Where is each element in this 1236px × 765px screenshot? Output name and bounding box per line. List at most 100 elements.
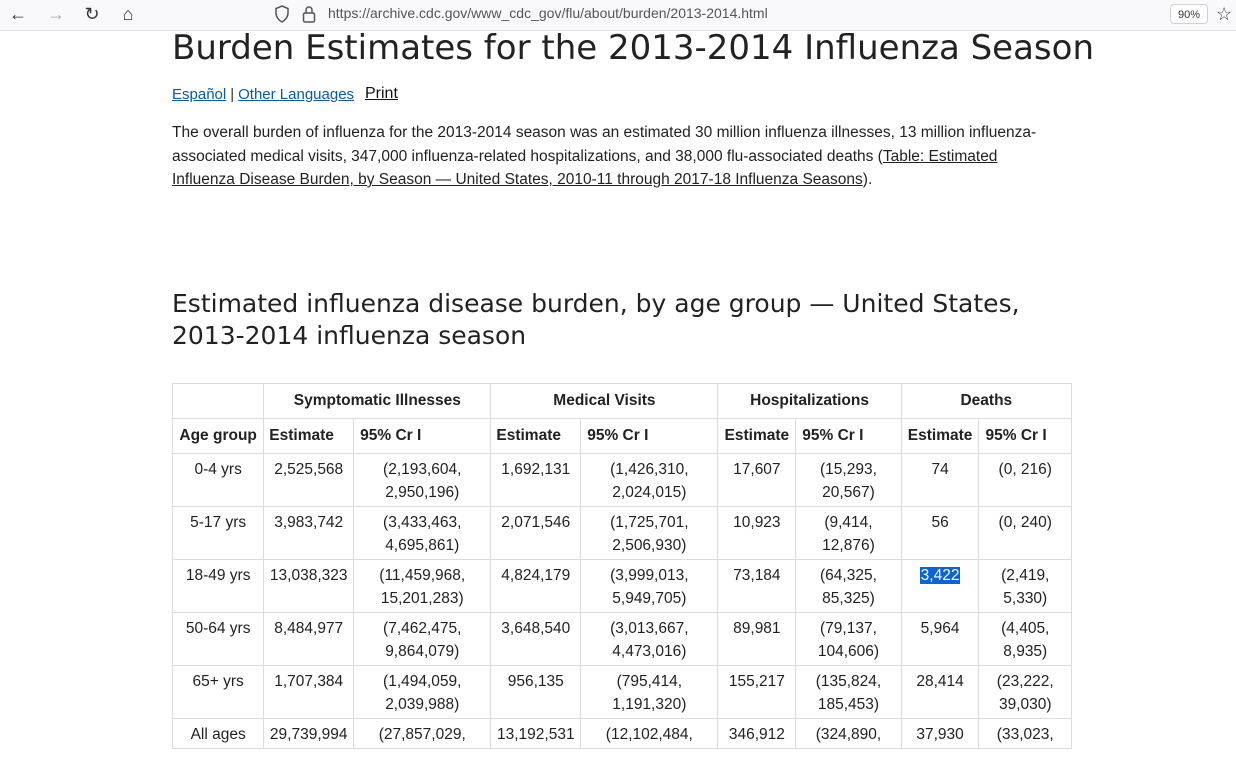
estimate-cell: 28,414 (900, 665, 980, 719)
estimate-cell: 5,964 (900, 612, 980, 666)
age-group-cell: 0-4 yrs (171, 453, 265, 507)
estimate-cell: 346,912 (717, 718, 797, 749)
table-body: 0-4 yrs 2,525,568 (2,193,604, 2,950,196) 1,6… (171, 453, 1072, 749)
cri-cell: (0, 216) (978, 453, 1072, 507)
header-estimate: Estimate (490, 418, 582, 454)
browser-toolbar: ← → ↻ ⌂ https://archive.cdc.gov/www_cdc_… (0, 0, 1236, 31)
cri-cell: (324,890, (795, 718, 902, 749)
back-arrow-icon[interactable]: ← (9, 4, 27, 24)
header-cri: 95% Cr I (978, 418, 1072, 454)
shield-icon[interactable] (274, 5, 290, 23)
burden-table: Symptomatic Illnesses Medical Visits Hos… (171, 383, 1073, 749)
age-group-cell: 18-49 yrs (171, 559, 265, 613)
cri-cell: (4,405, 8,935) (978, 612, 1072, 666)
table-row: 65+ yrs 1,707,384 (1,494,059, 2,039,988) 956… (171, 665, 1072, 719)
cri-cell: (3,013,667, 4,473,016) (580, 612, 719, 666)
estimate-cell: 3,422 (900, 559, 980, 613)
header-estimate: Estimate (263, 418, 355, 454)
estimate-cell: 29,739,994 (263, 718, 355, 749)
bookmark-star-icon[interactable]: ☆ (1216, 4, 1233, 24)
estimate-cell: 4,824,179 (490, 559, 582, 613)
cri-cell: (9,414, 12,876) (795, 506, 902, 560)
cri-cell: (795,414, 1,191,320) (580, 665, 719, 719)
header-cri: 95% Cr I (580, 418, 719, 454)
subheader-row: Age group Estimate 95% Cr I Estimate 95% Cr … (171, 418, 1072, 454)
estimate-cell: 17,607 (717, 453, 797, 507)
cri-cell: (12,102,484, (580, 718, 719, 749)
home-icon[interactable]: ⌂ (122, 4, 134, 24)
age-group-cell: 5-17 yrs (171, 506, 265, 560)
estimate-cell: 89,981 (717, 612, 797, 666)
cri-cell: (1,725,701, 2,506,930) (580, 506, 719, 560)
table-row: 50-64 yrs 8,484,977 (7,462,475, 9,864,079) 3… (171, 612, 1072, 666)
zoom-indicator[interactable]: 90% (1170, 4, 1208, 24)
reload-icon[interactable]: ↻ (84, 4, 100, 24)
forward-arrow-icon[interactable]: → (47, 4, 65, 24)
header-symptomatic-illnesses: Symptomatic Illnesses (263, 383, 492, 419)
cri-cell: (3,999,013, 5,949,705) (580, 559, 719, 613)
burden-table-link[interactable]: Table: Estimated Influenza Disease Burde… (172, 147, 998, 189)
age-group-cell: All ages (171, 718, 265, 749)
cri-cell: (2,193,604, 2,950,196) (353, 453, 492, 507)
cri-cell: (0, 240) (978, 506, 1072, 560)
estimate-cell: 13,038,323 (263, 559, 355, 613)
estimate-cell: 2,525,568 (263, 453, 355, 507)
language-links: Español | Other Languages (172, 86, 354, 103)
cri-cell: (3,433,463, 4,695,861) (353, 506, 492, 560)
cri-cell: (79,137, 104,606) (795, 612, 902, 666)
estimate-cell: 10,923 (717, 506, 797, 560)
cri-cell: (27,857,029, (353, 718, 492, 749)
cri-cell: (135,824, 185,453) (795, 665, 902, 719)
estimate-cell: 56 (900, 506, 980, 560)
intro-text: The overall burden of influenza for the … (172, 124, 1037, 165)
header-medical-visits: Medical Visits (490, 383, 719, 419)
header-hospitalizations: Hospitalizations (717, 383, 902, 419)
table-row: 0-4 yrs 2,525,568 (2,193,604, 2,950,196) 1,6… (171, 453, 1072, 507)
age-group-cell: 50-64 yrs (171, 612, 265, 666)
estimate-cell: 1,692,131 (490, 453, 582, 507)
espanol-link[interactable]: Español (172, 86, 227, 103)
estimate-cell: 37,930 (900, 718, 980, 749)
estimate-cell: 2,071,546 (490, 506, 582, 560)
estimate-cell: 13,192,531 (490, 718, 582, 749)
cri-cell: (2,419, 5,330) (978, 559, 1072, 613)
table-heading: Estimated influenza disease burden, by a… (172, 289, 1020, 350)
print-link[interactable]: Print (365, 85, 398, 102)
url-text[interactable]: https://archive.cdc.gov/www_cdc_gov/flu/… (328, 5, 768, 21)
header-age-group: Age group (171, 418, 265, 454)
header-deaths: Deaths (900, 383, 1073, 419)
cri-cell: (1,494,059, 2,039,988) (353, 665, 492, 719)
intro-end: ). (862, 171, 873, 188)
table-row: 18-49 yrs 13,038,323 (11,459,968, 15,201,28… (171, 559, 1072, 613)
estimate-cell: 3,983,742 (263, 506, 355, 560)
estimate-cell: 1,707,384 (263, 665, 355, 719)
other-languages-link[interactable]: Other Languages (238, 86, 355, 103)
cri-cell: (1,426,310, 2,024,015) (580, 453, 719, 507)
intro-paragraph: The overall burden of influenza for the … (172, 121, 1052, 192)
table-row: 5-17 yrs 3,983,742 (3,433,463, 4,695,861) 2,… (171, 506, 1072, 560)
blank-header (171, 383, 265, 419)
estimate-cell: 956,135 (490, 665, 582, 719)
estimate-cell: 8,484,977 (263, 612, 355, 666)
selected-text-highlight: 3,422 (919, 567, 961, 584)
cri-cell: (23,222, 39,030) (978, 665, 1072, 719)
cri-cell: (33,023, (978, 718, 1072, 749)
cri-cell: (11,459,968, 15,201,283) (353, 559, 492, 613)
estimate-cell: 74 (900, 453, 980, 507)
table-row: All ages 29,739,994 (27,857,029, 13,192,531… (171, 718, 1072, 749)
estimate-cell: 155,217 (717, 665, 797, 719)
estimate-cell: 73,184 (717, 559, 797, 613)
cri-cell: (64,325, 85,325) (795, 559, 902, 613)
header-estimate: Estimate (900, 418, 980, 454)
header-cri: 95% Cr I (353, 418, 492, 454)
cri-cell: (15,293, 20,567) (795, 453, 902, 507)
url-bar[interactable]: https://archive.cdc.gov/www_cdc_gov/flu/… (262, 2, 1202, 26)
estimate-cell: 3,648,540 (490, 612, 582, 666)
lang-separator: | (230, 86, 235, 103)
cri-cell: (7,462,475, 9,864,079) (353, 612, 492, 666)
header-cri: 95% Cr I (795, 418, 902, 454)
page-title: Burden Estimates for the 2013-2014 Influ… (172, 28, 1095, 68)
age-group-cell: 65+ yrs (171, 665, 265, 719)
header-estimate: Estimate (717, 418, 797, 454)
lock-icon[interactable] (302, 5, 316, 23)
